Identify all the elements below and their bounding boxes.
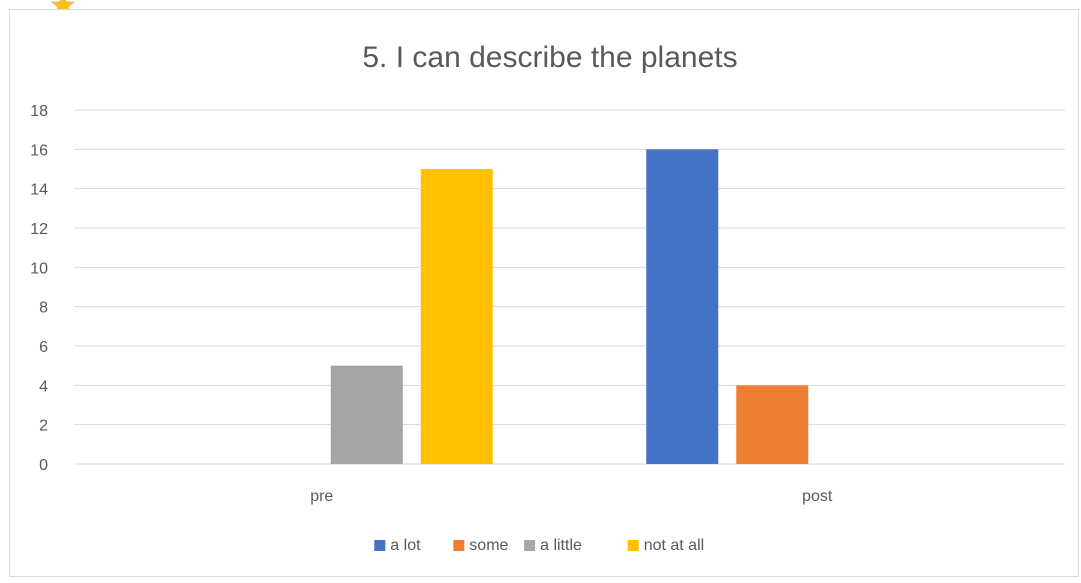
y-tick-label: 8	[39, 300, 48, 317]
legend-label: a little	[540, 537, 582, 554]
y-tick-label: 18	[30, 103, 48, 120]
gridlines	[74, 109, 1065, 465]
bar-a-little-pre	[330, 365, 403, 464]
bar-some-post	[736, 385, 809, 464]
bar-chart: 5. I can describe the planets 0 2 4 6 8 10 12 1…	[30, 41, 1065, 554]
x-tick-label: post	[802, 488, 833, 505]
legend-swatch	[453, 540, 465, 551]
chart-area: 5. I can describe the planets 0 2 4 6 8 10 12 1…	[9, 9, 1079, 577]
legend-label: a lot	[390, 537, 421, 554]
y-tick-label: 14	[30, 182, 48, 199]
bar-not-at-all-pre	[420, 169, 493, 464]
x-axis-tick-labels: pre post	[310, 488, 833, 505]
legend-swatch	[374, 540, 386, 551]
legend-label: some	[469, 537, 508, 554]
bar-a-lot-post	[646, 149, 719, 465]
bars	[330, 149, 809, 465]
legend-swatch	[524, 540, 536, 551]
y-tick-label: 0	[39, 457, 48, 474]
y-tick-label: 2	[39, 418, 48, 435]
x-tick-label: pre	[310, 488, 333, 505]
y-tick-label: 12	[30, 221, 48, 238]
y-tick-label: 4	[39, 378, 48, 395]
y-axis-tick-labels: 0 2 4 6 8 10 12 14 16 18	[30, 103, 48, 474]
y-tick-label: 10	[30, 260, 48, 277]
y-tick-label: 16	[30, 142, 48, 159]
legend: a lot some a little not at all	[374, 537, 704, 554]
legend-label: not at all	[644, 537, 704, 554]
chart-title: 5. I can describe the planets	[362, 41, 737, 74]
y-tick-label: 6	[39, 339, 48, 356]
legend-swatch	[627, 540, 639, 551]
